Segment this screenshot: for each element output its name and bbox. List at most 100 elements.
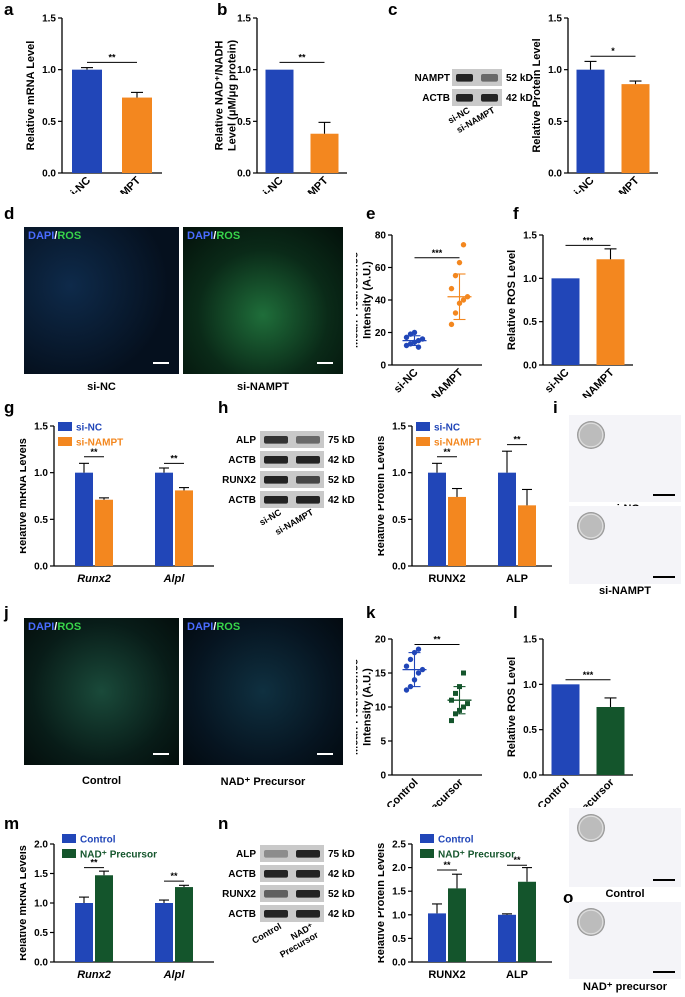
micrograph-caption: si-NC bbox=[87, 381, 116, 393]
x-tick-label: ALP bbox=[506, 969, 528, 981]
data-point bbox=[465, 701, 470, 707]
y-tick-label: 0.5 bbox=[523, 317, 537, 328]
stain-caption: NAD⁺ precursor bbox=[582, 981, 668, 993]
y-axis-label-line: Mean Flouresence bbox=[356, 659, 360, 755]
culture-well bbox=[577, 814, 605, 842]
x-tick-label: Control bbox=[384, 777, 420, 807]
y-tick-label: 10 bbox=[375, 703, 387, 714]
bar bbox=[95, 875, 113, 962]
y-tick-label: 1.0 bbox=[237, 65, 251, 76]
blot-size-label: 42 kD bbox=[328, 495, 355, 506]
blot-protein-label: ACTB bbox=[228, 909, 256, 920]
y-tick-label: 1.5 bbox=[34, 422, 48, 433]
blot-strip bbox=[260, 471, 324, 488]
chart-l: 0.0 0.5 1.0 1.5 Relative ROS Level *** Control… bbox=[506, 635, 633, 807]
blot-protein-label: ACTB bbox=[228, 869, 256, 880]
data-point bbox=[456, 259, 463, 266]
bar bbox=[95, 499, 113, 566]
bar bbox=[155, 472, 173, 566]
y-axis-label: Mean FlouresenceIntensity (A.U.) bbox=[356, 659, 374, 755]
x-tick-label: Alpl bbox=[163, 969, 186, 981]
y-tick-label: 0.5 bbox=[34, 515, 48, 526]
significance-label: ** bbox=[298, 52, 306, 62]
scale-bar bbox=[653, 971, 675, 973]
bar bbox=[448, 496, 466, 566]
y-axis-label-line: Relative NAD⁺/NADH bbox=[215, 41, 225, 151]
western-blot-n: ALP 75 kD ACTB 42 kD RUNX2 52 kD ACTB 42 kD Cont… bbox=[222, 845, 355, 960]
y-tick-label: 0.0 bbox=[548, 169, 562, 180]
bar bbox=[498, 472, 516, 566]
x-tick-label: si-NC bbox=[257, 175, 286, 194]
panel-label-a: a bbox=[4, 0, 14, 19]
y-axis-label: Relative mRNA Level bbox=[25, 41, 37, 151]
bar bbox=[310, 133, 339, 173]
bar bbox=[72, 69, 102, 173]
x-tick-label: Alpl bbox=[163, 573, 186, 585]
data-point bbox=[415, 646, 422, 652]
y-tick-label: 5 bbox=[380, 737, 386, 748]
panel-label-f: f bbox=[513, 204, 519, 223]
legend-label: si-NC bbox=[76, 423, 102, 434]
x-tick-label: si-NAMPT bbox=[285, 174, 330, 194]
significance-label: ** bbox=[108, 52, 116, 62]
panel-label-n: n bbox=[218, 814, 229, 833]
significance-label: ** bbox=[433, 634, 441, 644]
bar bbox=[551, 278, 580, 365]
panel-label-o: o bbox=[563, 888, 574, 907]
x-tick-label: si-NAMPT bbox=[98, 174, 143, 194]
scale-bar bbox=[153, 753, 169, 755]
legend-swatch bbox=[62, 849, 76, 858]
significance-label: *** bbox=[432, 248, 443, 258]
x-tick-label: si-NAMPT bbox=[571, 366, 616, 398]
bar bbox=[518, 881, 536, 962]
y-tick-label: 0.0 bbox=[392, 562, 406, 573]
y-tick-label: 2.5 bbox=[392, 840, 406, 851]
legend-label: NAD⁺ Precursor bbox=[80, 850, 157, 861]
bar bbox=[265, 69, 294, 173]
x-tick-label: Control bbox=[535, 777, 571, 807]
bar bbox=[551, 684, 580, 775]
legend-label: si-NAMPT bbox=[76, 438, 123, 449]
bar bbox=[448, 888, 466, 962]
significance-label: *** bbox=[583, 670, 594, 680]
bar bbox=[428, 472, 446, 566]
y-axis-label: Relative mRNA Levels bbox=[20, 438, 29, 554]
scale-bar bbox=[317, 362, 333, 364]
blot-size-label: 75 kD bbox=[328, 435, 355, 446]
blot-protein-label: ACTB bbox=[422, 93, 450, 104]
blot-band bbox=[296, 496, 320, 504]
chart-f: 0.0 0.5 1.0 1.5 Relative ROS Level *** si-NC si… bbox=[506, 231, 633, 398]
blot-strip bbox=[260, 451, 324, 468]
micrograph-caption: NAD⁺ Precursor bbox=[220, 776, 306, 788]
data-point bbox=[403, 687, 410, 693]
significance-label: * bbox=[611, 46, 615, 56]
significance-label: ** bbox=[513, 435, 521, 445]
blot-band bbox=[264, 436, 288, 444]
y-axis-label: Relative ROS Level bbox=[506, 250, 518, 350]
x-tick-label: ALP bbox=[506, 573, 528, 585]
x-tick-label: si-NC bbox=[392, 367, 421, 396]
panel-label-l: l bbox=[513, 603, 518, 622]
data-point bbox=[460, 297, 467, 303]
y-tick-label: 1.0 bbox=[523, 680, 537, 691]
y-tick-label: 1.5 bbox=[523, 231, 537, 242]
y-tick-label: 0.0 bbox=[34, 958, 48, 969]
blot-band bbox=[296, 476, 320, 484]
y-tick-label: 1.5 bbox=[523, 635, 537, 646]
y-tick-label: 1.5 bbox=[548, 14, 562, 25]
y-tick-label: 0.0 bbox=[42, 169, 56, 180]
y-tick-label: 20 bbox=[375, 328, 387, 339]
scale-bar bbox=[653, 494, 675, 496]
data-point bbox=[452, 310, 459, 316]
y-tick-label: 0.5 bbox=[523, 725, 537, 736]
bar bbox=[498, 914, 516, 962]
blot-band bbox=[296, 870, 320, 878]
blot-band bbox=[296, 910, 320, 918]
y-tick-label: 0 bbox=[380, 771, 386, 782]
micrograph-j-nad-precursor: DAPI/ROS bbox=[183, 618, 343, 765]
y-tick-label: 15 bbox=[375, 669, 387, 680]
stain-o-control bbox=[569, 808, 681, 887]
bar bbox=[518, 505, 536, 566]
x-tick-label: Runx2 bbox=[77, 573, 111, 585]
